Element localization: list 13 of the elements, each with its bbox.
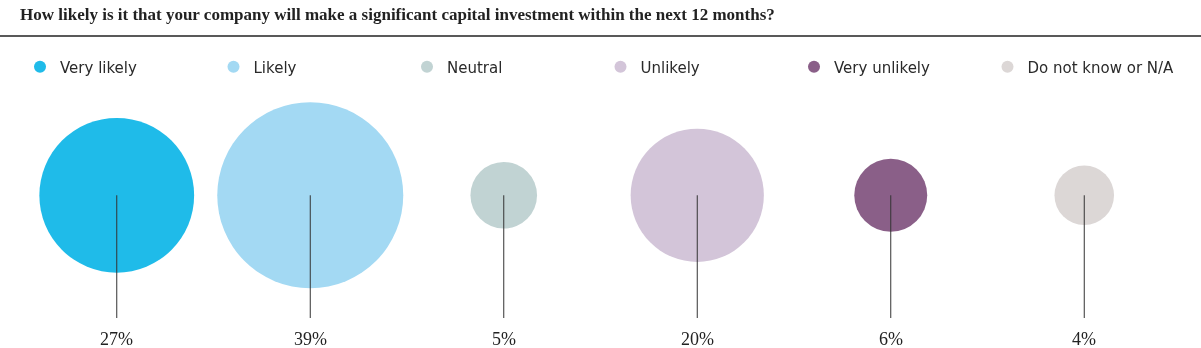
category-label: Neutral — [447, 58, 503, 77]
category-label: Unlikely — [640, 58, 700, 77]
category-label: Very likely — [60, 58, 138, 77]
data-label: 39% — [294, 329, 327, 348]
data-label: 4% — [1072, 329, 1096, 348]
category-label: Very unlikely — [834, 58, 931, 77]
data-label: 5% — [492, 329, 516, 348]
data-label: 27% — [100, 329, 133, 348]
data-label: 6% — [879, 329, 903, 348]
data-label: 20% — [681, 329, 714, 348]
category-label: Likely — [253, 58, 297, 77]
category-label: Do not know or N/A — [1027, 58, 1175, 77]
text: How likely is it that your company will make a significant capital investment within the next 12 months? — [20, 4, 775, 24]
